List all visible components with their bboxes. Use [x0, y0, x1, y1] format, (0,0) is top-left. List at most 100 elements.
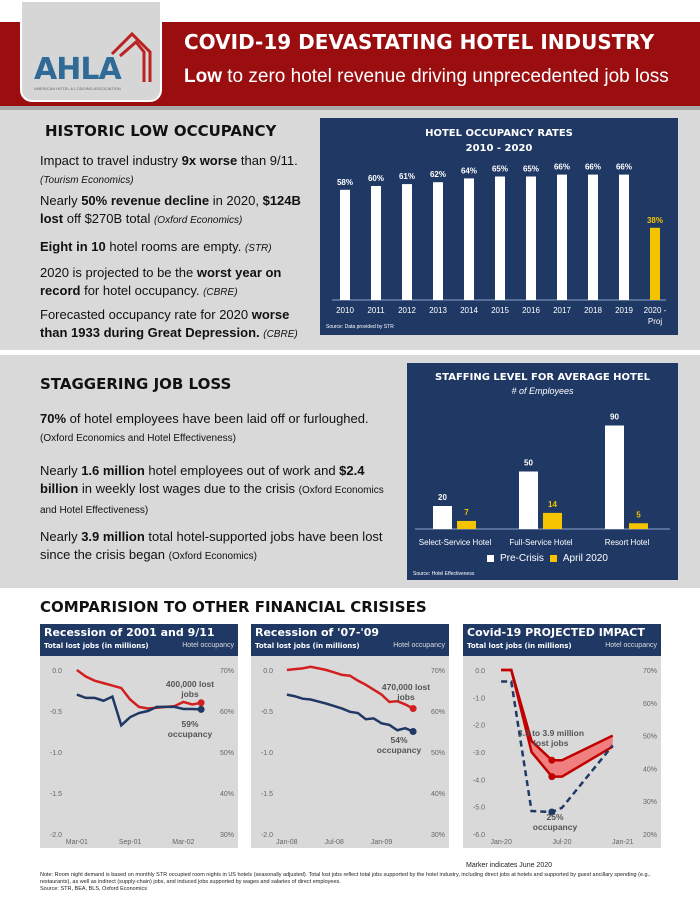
right-tick-label: 70%: [643, 668, 657, 675]
left-axis-label: Total lost jobs (in millions): [255, 642, 360, 650]
line-plot: 0.0 -1.0 -2.0 -3.0 -4.0 -5.0 -6.0 70% 60% 50% 40% 3…: [473, 668, 657, 846]
citation-text: (Oxford Economics and Hotel Effectivenes…: [40, 433, 237, 444]
body-text: total hotel-supported jobs have been los…: [40, 529, 383, 562]
section1-heading: HISTORIC LOW OCCUPANCY: [45, 122, 277, 140]
emphasis-text: 50% revenue decline: [81, 193, 210, 208]
emphasis-text: 70%: [40, 411, 67, 426]
marker-point: [548, 773, 556, 781]
paragraph: 70% of hotel employees have been laid of…: [40, 410, 400, 448]
data-label: 65%: [523, 165, 539, 174]
body-text: Impact to travel industry: [40, 153, 182, 168]
lost-jobs-line: [501, 668, 614, 778]
body-text: Nearly: [40, 529, 82, 544]
data-label: 90: [610, 413, 619, 422]
body-text: Nearly: [40, 463, 82, 478]
x-tick-label: Resort Hotel: [605, 538, 650, 547]
data-label: 20: [438, 493, 447, 502]
right-tick-label: 40%: [431, 791, 445, 798]
annotation-text: occupancy: [377, 745, 422, 755]
lost-jobs-line: [286, 665, 414, 710]
lost-jobs-line: [76, 668, 202, 710]
annotation-text: occupancy: [168, 729, 213, 739]
marker-point: [409, 705, 417, 713]
emphasis-text: $2.4 billion: [40, 463, 365, 496]
left-tick-label: -1.0: [50, 750, 62, 757]
annotation-text: jobs: [180, 689, 199, 699]
right-tick-label: 50%: [643, 734, 657, 741]
body-text: in weekly lost wages due to the crisis: [78, 481, 299, 496]
body-text: off $270B total: [63, 211, 154, 226]
marker-point: [548, 756, 556, 764]
x-tick-label: 2015: [491, 306, 509, 315]
bar-pre-crisis: [433, 506, 452, 529]
left-tick-label: -6.0: [473, 832, 485, 839]
left-tick-label: -1.0: [261, 750, 273, 757]
left-tick-label: -3.0: [473, 750, 485, 757]
emphasis-text: worse than 1933 during Great Depression.: [40, 307, 290, 340]
x-tick-label: Jan-21: [612, 839, 634, 846]
chart-title: HOTEL OCCUPANCY RATES: [425, 128, 573, 139]
emphasis-text: 1.6 million: [81, 463, 145, 478]
ahla-logo: AHLA AMERICAN HOTEL & LODGING ASSOCIATIO…: [20, 0, 162, 102]
line-chart-covid: Covid-19 PROJECTED IMPACT Total lost jobs…: [463, 624, 661, 848]
occupancy-chart: HOTEL OCCUPANCY RATES 2010 - 2020 Source…: [320, 118, 678, 335]
x-tick-label: Jan-08: [276, 839, 298, 846]
x-tick-label: Full-Service Hotel: [509, 538, 572, 547]
annotation-text: 25%: [546, 812, 563, 822]
marker-note: Marker indicates June 2020: [466, 862, 552, 869]
data-label: 5: [636, 510, 641, 519]
right-tick-label: 60%: [220, 709, 234, 716]
right-tick-label: 40%: [643, 766, 657, 773]
staffing-chart: STAFFING LEVEL FOR AVERAGE HOTEL # of Em…: [407, 363, 678, 580]
body-text: than 9/11.: [237, 153, 298, 168]
x-tick-label: 2018: [584, 306, 602, 315]
body-text: Nearly: [40, 193, 82, 208]
right-tick-label: 50%: [220, 750, 234, 757]
data-label: 7: [464, 508, 469, 517]
section2-heading: STAGGERING JOB LOSS: [40, 375, 232, 393]
left-tick-label: 0.0: [475, 668, 485, 675]
page-subtitle: Low to zero hotel revenue driving unprec…: [184, 66, 669, 88]
chart-source: Source: Data provided by STR: [326, 324, 394, 330]
footnote: Note: Room night demand is based on mont…: [40, 872, 670, 893]
x-tick-label: Select-Service Hotel: [419, 538, 492, 547]
x-tick-label: Mar-02: [172, 839, 194, 846]
bar-2018: [588, 174, 598, 300]
page-title: COVID-19 DEVASTATING HOTEL INDUSTRY: [184, 30, 655, 54]
data-label: 61%: [399, 172, 415, 181]
citation-text: (Oxford Economics): [153, 215, 243, 226]
legend-swatch-april-2020: [549, 555, 557, 562]
right-tick-label: 70%: [431, 668, 445, 675]
bar-pre-crisis: [605, 425, 624, 529]
annotation-text: 59%: [181, 719, 198, 729]
annotation-text: 400,000 lost: [166, 679, 214, 689]
chart-title: STAFFING LEVEL FOR AVERAGE HOTEL: [434, 372, 651, 383]
source-text: Source: STR, BEA, BLS, Oxford Economics: [40, 886, 147, 892]
line-chart-2001: Recession of 2001 and 9/11 Total lost job…: [40, 624, 238, 848]
bar-2019: [619, 174, 629, 300]
paragraph: Nearly 1.6 million hotel employees out o…: [40, 462, 400, 520]
data-label: 66%: [585, 163, 601, 172]
line-chart-2008: Recession of '07-'09 Total lost jobs (in …: [251, 624, 449, 848]
chart-title: Covid-19 PROJECTED IMPACT: [467, 626, 645, 639]
annotation-text: lost jobs: [534, 738, 569, 748]
note-text: Note: Room night demand is based on mont…: [40, 872, 651, 885]
left-tick-label: -2.0: [50, 832, 62, 839]
chart-legend: Pre-Crisis April 2020: [487, 553, 608, 564]
logo-subtext: AMERICAN HOTEL & LODGING ASSOCIATION: [34, 86, 121, 91]
left-tick-label: 0.0: [263, 668, 273, 675]
annotation-text: 3.3 to 3.9 million: [518, 728, 584, 738]
body-text: 2020 is projected to be the: [40, 265, 197, 280]
body-text: for hotel occupancy.: [80, 283, 204, 298]
left-tick-label: -2.0: [473, 723, 485, 730]
right-axis-label: Hotel occupancy: [605, 642, 657, 649]
right-tick-label: 60%: [431, 709, 445, 716]
occupancy-line: [76, 693, 202, 728]
x-tick-label: 2011: [367, 306, 385, 315]
bar-2013: [433, 182, 443, 300]
emphasis-text: 9x worse: [181, 153, 238, 168]
paragraph: Eight in 10 hotel rooms are empty. (STR): [40, 238, 305, 258]
x-tick-label: 2013: [429, 306, 447, 315]
legend-label: April 2020: [562, 553, 608, 564]
x-tick-label: 2014: [460, 306, 478, 315]
